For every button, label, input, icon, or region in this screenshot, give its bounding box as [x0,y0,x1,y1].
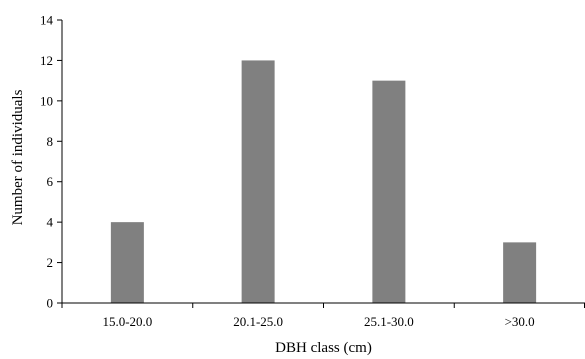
y-axis-ticks: 0 2 4 6 8 10 12 14 [40,13,62,311]
y-tick-label: 6 [47,174,54,189]
x-tick-label: 15.0-20.0 [102,314,152,329]
bar-0 [110,222,144,303]
y-tick-label: 8 [47,134,54,149]
y-tick-label: 10 [40,93,53,108]
bars-group [110,60,537,304]
x-tick-label: 20.1-25.0 [233,314,283,329]
x-axis-title: DBH class (cm) [275,340,372,356]
y-tick-label: 4 [47,215,54,230]
y-tick-label: 2 [47,255,54,270]
y-tick-label: 12 [40,53,53,68]
y-tick-label: 0 [47,296,54,311]
y-axis-title: Number of individuals [10,89,26,225]
y-tick-label: 14 [40,13,54,28]
x-axis-ticks: 15.0-20.0 20.1-25.0 25.1-30.0 >30.0 [61,303,585,329]
bar-1 [241,60,275,303]
x-tick-label: >30.0 [505,314,535,329]
bar-2 [372,80,406,304]
bar-3 [503,242,537,303]
x-tick-label: 25.1-30.0 [364,314,414,329]
